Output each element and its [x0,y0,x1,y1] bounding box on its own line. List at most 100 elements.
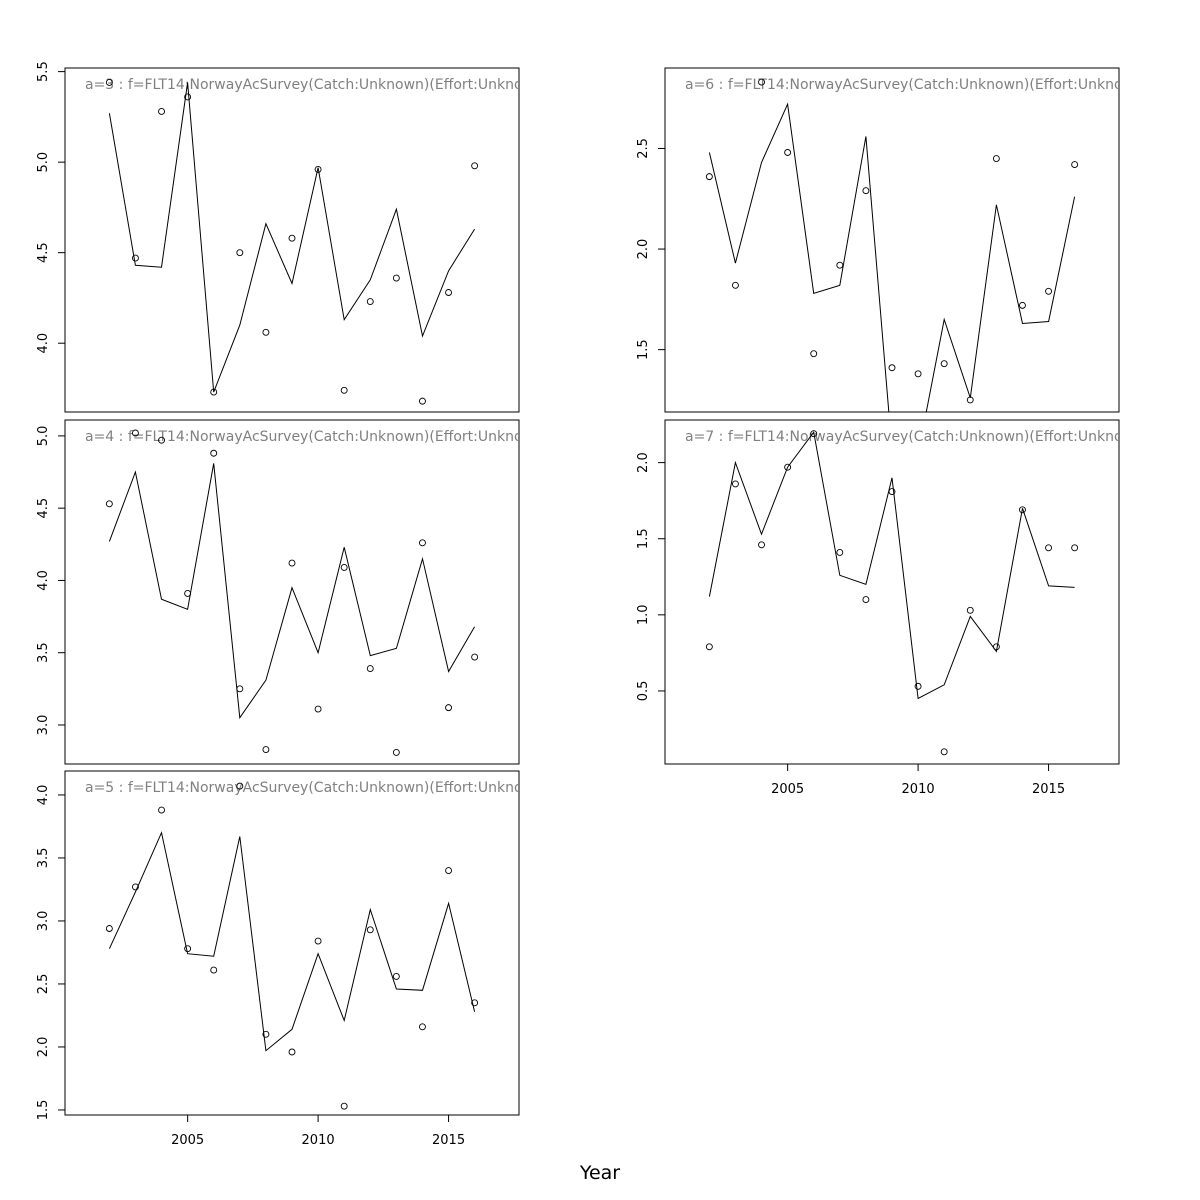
observed-point [471,162,479,170]
observed-point [158,108,165,115]
observed-point [392,972,400,980]
y-tick-label: 3.0 [36,911,51,932]
observed-point [131,429,139,437]
observed-point [705,643,713,651]
observed-point [1071,544,1079,552]
y-tick-label: 5.5 [36,61,51,82]
observed-point [810,430,818,438]
observed-point [210,388,218,396]
panel-5: 0.5 1.0 1.5 2.0 2005 2010 2015 a=7 : f=FLT14:No… [636,419,1143,797]
observed-point [131,883,139,891]
y-tick-label: 3.0 [36,715,51,736]
panel-frame [664,67,1120,413]
observed-point [758,541,765,549]
y-tick-label: 2.0 [636,452,651,473]
observed-point [836,261,844,269]
observed-point [236,685,244,693]
panel-title: a=6 : f=FLT14:NorwayAcSurvey(Catch:Unkno… [685,77,1143,93]
observed-point [131,254,139,262]
panel-title: a=7 : f=FLT14:NorwayAcSurvey(Catch:Unkno… [685,429,1143,445]
observed-point [366,665,374,673]
observed-point [288,559,296,567]
observed-point [184,945,192,953]
observed-point [1019,506,1026,514]
observed-point [784,149,792,156]
observed-point [340,1102,348,1110]
observed-point [314,937,322,945]
y-tick-label: 4.5 [36,498,51,519]
observed-point [914,370,922,378]
fitted-line [708,102,1076,412]
observed-point [940,748,948,756]
observed-point [888,488,896,495]
plot-area: a=3 : f=FLT14:NorwayAcSurvey(Catch:Unkno… [85,77,519,405]
observed-point [262,746,270,753]
x-tick-label: 2010 [302,1133,335,1148]
observed-point [836,548,844,556]
panel-frame [64,770,520,1116]
observed-point [340,386,348,394]
panel-frame [664,419,1120,765]
y-tick-label: 1.5 [36,1100,51,1121]
panel-2: 3.0 3.5 4.0 4.5 5.0 a=4 : f=FLT14:NorwayAcSur… [36,419,543,765]
observed-point [158,806,165,814]
y-tick-label: 5.0 [36,426,51,447]
observed-point [314,165,322,173]
observed-point [992,643,1000,651]
y-tick-label: 4.0 [36,570,51,591]
observed-point [288,1048,296,1056]
observed-point [471,653,479,661]
observed-point [210,966,218,974]
fitted-line [108,831,476,1052]
y-tick-label: 1.0 [636,604,651,625]
observed-point [366,298,374,306]
observed-point [262,328,270,336]
observed-point [810,350,818,358]
panel-1: 4.0 4.5 5.0 5.5 a=3 : f=FLT14:NorwayAcSurvey… [36,61,520,413]
observed-point [1045,544,1053,552]
observed-point [992,155,1000,162]
observed-point [419,397,426,405]
observed-point [705,173,713,181]
observed-point [914,682,922,690]
observed-point [366,926,374,934]
plot-area: a=4 : f=FLT14:NorwayAcSurvey(Catch:Unkno… [85,429,543,756]
observed-point [392,748,400,756]
observed-point [758,78,765,86]
x-tick-label: 2010 [902,782,935,797]
x-tick-label: 2015 [432,1133,465,1148]
observed-point [105,500,113,508]
observed-point [445,704,453,712]
panel-frame [64,419,520,765]
plot-area: a=6 : f=FLT14:NorwayAcSurvey(Catch:Unkno… [685,77,1143,412]
observed-point [340,563,348,571]
y-tick-label: 2.0 [36,1037,51,1058]
y-tick-label: 4.0 [36,785,51,806]
observed-point [1019,301,1026,309]
y-tick-label: 3.5 [36,642,51,663]
y-tick-label: 5.0 [36,152,51,173]
observed-point [419,1023,426,1031]
fitted-line [108,82,476,393]
y-tick-label: 3.5 [36,848,51,869]
panel-4: 1.5 2.0 2.5 a=6 : f=FLT14:NorwayAcSurvey(Ca… [636,67,1143,413]
observed-point [888,364,896,372]
x-axis-title: Year [579,1162,620,1184]
observed-point [1071,161,1079,169]
panel-title: a=4 : f=FLT14:NorwayAcSurvey(Catch:Unkno… [85,429,543,445]
observed-point [445,289,453,296]
y-tick-label: 2.5 [636,138,651,159]
observed-point [784,463,792,471]
observed-point [210,449,218,457]
fitted-line [108,463,476,720]
observed-point [966,606,974,614]
panel-title: a=5 : f=FLT14:NorwayAcSurvey(Catch:Unkno… [85,780,543,796]
y-tick-label: 2.0 [636,239,651,260]
observed-point [184,589,192,597]
observed-point [940,360,948,368]
observed-point [288,234,296,242]
observed-point [262,1030,270,1038]
observed-point [471,999,479,1007]
panel-3: 1.5 2.0 2.5 3.0 3.5 4.0 2005 2010 2015 a=5 : f=FL… [36,770,543,1148]
